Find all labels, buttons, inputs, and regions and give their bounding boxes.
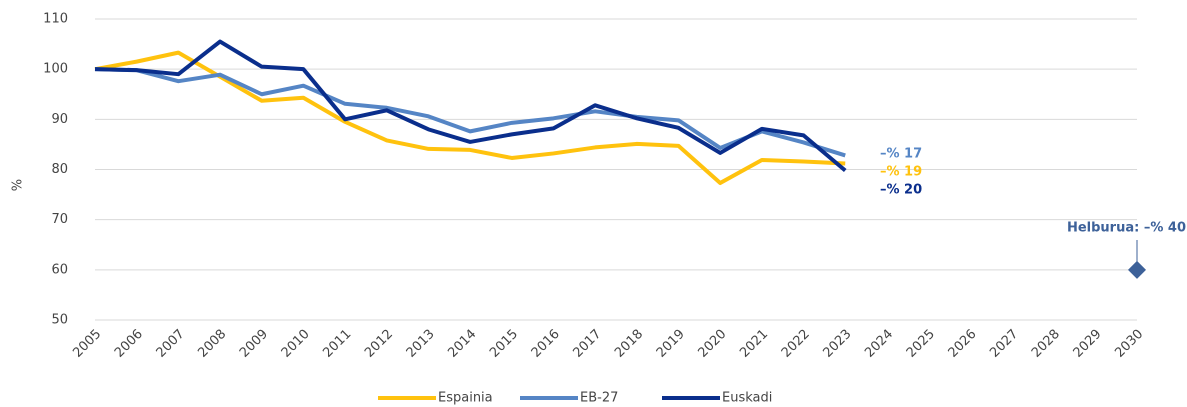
legend-label: Espainia <box>438 391 493 406</box>
x-tick-label: 2024 <box>862 327 896 361</box>
x-tick-label: 2016 <box>529 327 563 361</box>
y-tick-label: 70 <box>51 212 68 227</box>
x-tick-label: 2020 <box>695 327 729 361</box>
x-tick-label: 2023 <box>821 327 855 361</box>
x-tick-label: 2013 <box>404 327 438 361</box>
x-tick-label: 2025 <box>904 327 938 361</box>
y-tick-label: 90 <box>51 112 68 127</box>
series-line <box>94 39 847 173</box>
x-tick-label: 2009 <box>237 327 271 361</box>
x-tick-label: 2021 <box>737 327 771 361</box>
x-tick-label: 2022 <box>779 327 813 361</box>
x-tick-label: 2026 <box>946 327 980 361</box>
x-tick-label: 2006 <box>112 327 146 361</box>
y-axis-label: % <box>11 179 26 191</box>
legend-label: Euskadi <box>722 391 772 406</box>
y-tick-label: 50 <box>51 313 68 328</box>
x-tick-label: 2014 <box>445 327 479 361</box>
x-tick-label: 2019 <box>654 327 688 361</box>
x-tick-label: 2028 <box>1029 327 1063 361</box>
x-tick-label: 2027 <box>987 327 1021 361</box>
annotation: –% 19 <box>880 165 922 180</box>
annotation: –% 20 <box>880 183 922 198</box>
x-tick-label: 2010 <box>279 327 313 361</box>
x-tick-label: 2030 <box>1112 327 1146 361</box>
x-tick-label: 2029 <box>1071 327 1105 361</box>
y-tick-label: 60 <box>51 262 68 277</box>
series-line <box>94 67 846 158</box>
series-line <box>94 50 846 186</box>
annotation: –% 17 <box>880 147 922 162</box>
y-tick-label: 80 <box>51 162 68 177</box>
target-marker <box>1128 260 1146 279</box>
y-tick-label: 110 <box>43 12 68 27</box>
x-tick-label: 2011 <box>320 327 354 361</box>
x-tick-label: 2007 <box>154 327 188 361</box>
target-label: Helburua: –% 40 <box>1067 221 1186 236</box>
x-tick-label: 2008 <box>195 327 229 361</box>
legend-label: EB-27 <box>580 391 618 406</box>
x-tick-label: 2015 <box>487 327 521 361</box>
x-tick-label: 2018 <box>612 327 646 361</box>
x-tick-label: 2005 <box>70 327 104 361</box>
y-tick-label: 100 <box>43 62 68 77</box>
x-tick-label: 2012 <box>362 327 396 361</box>
x-tick-label: 2017 <box>570 327 604 361</box>
